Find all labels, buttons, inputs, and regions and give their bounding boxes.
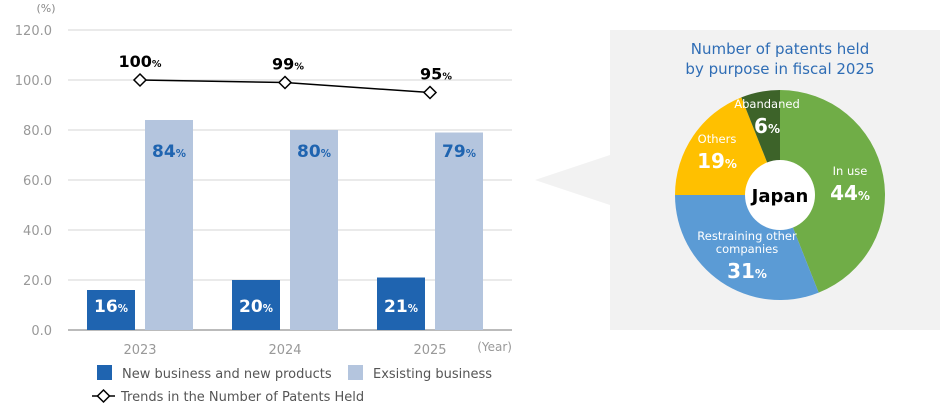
bar-label-new-business: 20% [239,297,273,317]
bar-label-existing-business: 80% [297,142,331,162]
bar-existing-business [145,120,193,330]
pie-slice-label: companies [716,242,778,256]
pie-slice-value-number: 44 [830,181,858,205]
bar-new-business [377,277,425,330]
line-label-unit: % [294,62,304,73]
pie-center-label: Japan [750,186,809,207]
line-label-value: 99 [272,55,294,74]
pie-slice-label: Others [698,132,737,146]
pie-title: by purpose in fiscal 2025 [685,60,874,78]
y-tick-label: 40.0 [23,224,52,239]
pie-slice-value-number: 31 [727,259,755,283]
bar-new-business [232,280,280,330]
pie-slice-value: 31% [727,259,767,283]
pie-slice [675,97,780,195]
legend-label-existing-business: Exsisting business [373,367,492,382]
pie-slice-value-number: 6 [754,114,768,138]
pie-slice [780,90,885,293]
line-label-value: 100 [118,52,151,71]
y-tick-label: 80.0 [23,124,52,139]
line-label-unit: % [442,72,452,83]
y-tick-label: 60.0 [23,174,52,189]
legend-label-new-business: New business and new products [122,367,332,382]
pie-center-hole [745,160,815,230]
pie-slice-value: 44% [830,181,870,205]
bar-label-new-business-value: 20 [239,297,263,317]
pie-slice-value-unit: % [858,189,870,203]
line-label: 99% [272,55,304,74]
bar-new-business [87,290,135,330]
y-tick-label: 100.0 [15,74,52,89]
bar-existing-business [435,132,483,330]
pie-slice-value: 19% [697,149,737,173]
bar-label-existing-business-unit: % [466,149,476,160]
bar-label-new-business: 21% [384,297,418,317]
bar-label-new-business-unit: % [118,304,128,315]
line-label-value: 95 [420,65,442,84]
bar-label-new-business-unit: % [263,304,273,315]
pie-slice-label: In use [833,164,868,178]
pie-slice-value-number: 19 [697,149,725,173]
bar-label-existing-business-value: 79 [442,142,466,162]
y-tick-label: 0.0 [31,324,52,339]
y-tick-label: 20.0 [23,274,52,289]
bar-label-existing-business-value: 84 [152,142,176,162]
pie-slice-value-unit: % [768,122,780,136]
line-label: 100% [118,52,161,71]
bar-label-new-business-value: 21 [384,297,408,317]
bar-label-existing-business-unit: % [321,149,331,160]
bar-label-new-business: 16% [94,297,128,317]
x-axis-unit: (Year) [477,340,512,354]
y-tick-label: 120.0 [15,24,52,39]
pie-slice-label: Abandaned [734,97,800,111]
line-marker-diamond [277,75,293,90]
line-label: 95% [420,65,452,84]
line-marker-diamond [132,72,148,88]
bar-label-existing-business: 84% [152,142,186,162]
bar-label-existing-business-unit: % [176,149,186,160]
bar-label-new-business-unit: % [408,304,418,315]
legend-label-patents-held: Trends in the Number of Patents Held [120,390,364,405]
pie-slice-label: Restraining other [697,229,797,243]
bar-label-existing-business: 79% [442,142,476,162]
pie-title: Number of patents held [691,40,869,58]
line-label-unit: % [152,59,162,70]
x-tick-label: 2024 [268,343,301,358]
x-tick-label: 2025 [413,343,446,358]
legend-diamond-icon [96,388,111,404]
legend-swatch-existing-business [348,365,363,380]
line-marker-diamond [422,85,438,100]
bar-label-existing-business-value: 80 [297,142,321,162]
pie-slice-value-unit: % [725,157,737,171]
legend-swatch-new-business [97,365,112,380]
pie-slice-value: 6% [754,114,780,138]
y-axis-unit: (%) [36,2,55,15]
bar-existing-business [290,130,338,330]
x-tick-label: 2023 [123,343,156,358]
bar-label-new-business-value: 16 [94,297,118,317]
pie-slice-value-unit: % [755,267,767,281]
